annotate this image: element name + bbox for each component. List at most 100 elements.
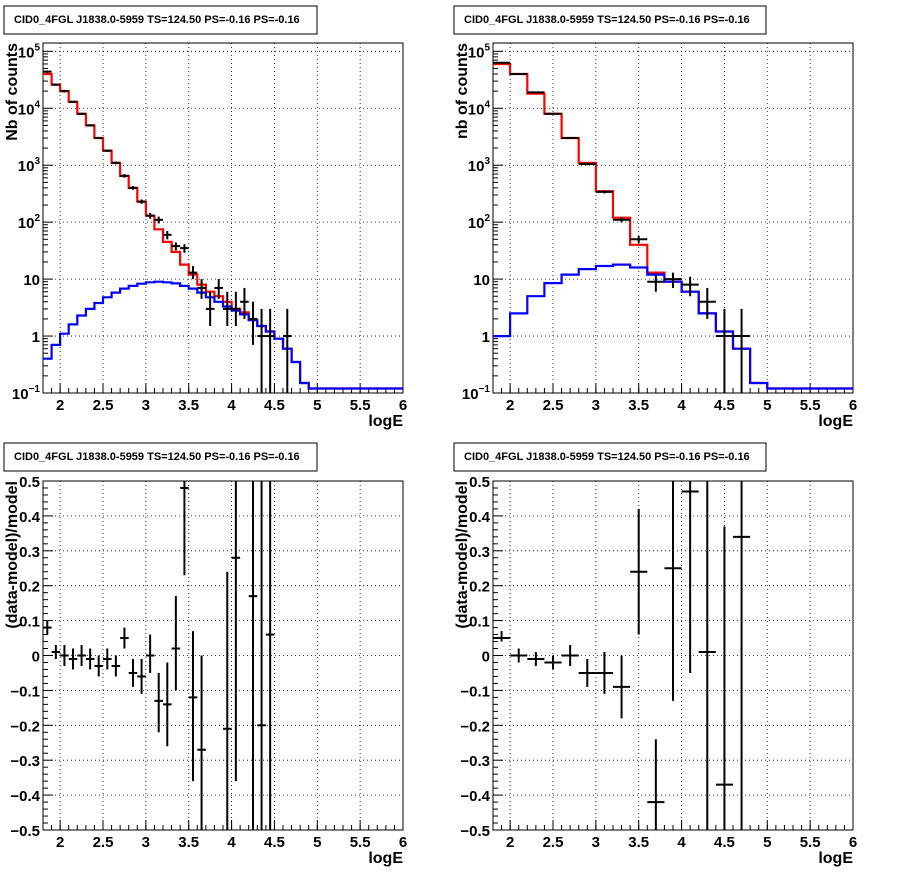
data-point (120, 174, 129, 178)
data-point (145, 634, 155, 673)
y-tick-label: −0.5 (10, 823, 40, 840)
data-point (85, 124, 95, 127)
x-tick-label: 6 (399, 834, 407, 851)
data-point (595, 652, 613, 694)
data-point (120, 627, 129, 649)
y-tick-label: 102 (468, 213, 491, 232)
data-point (681, 481, 699, 673)
chart-title: CID0_4FGL J1838.0-5959 TS=124.50 PS=-0.1… (464, 451, 750, 463)
data-point (613, 217, 631, 223)
chart-panel-2: CID0_4FGL J1838.0-5959 TS=124.50 PS=-0.1… (453, 5, 857, 430)
y-tick-label: −0.2 (10, 718, 40, 735)
x-tick-label: 4.5 (714, 397, 735, 414)
y-tick-label: 0.2 (19, 579, 40, 596)
data-point (77, 645, 86, 666)
data-point (698, 481, 716, 830)
chart-panel-1: CID0_4FGL J1838.0-5959 TS=124.50 PS=-0.1… (3, 5, 407, 430)
x-tick-label: 3 (592, 834, 600, 851)
chart-title: CID0_4FGL J1838.0-5959 TS=124.50 PS=-0.1… (14, 451, 300, 463)
chart-title: CID0_4FGL J1838.0-5959 TS=124.50 PS=-0.1… (14, 14, 300, 26)
data-point (493, 631, 511, 642)
x-tick-label: 2 (56, 834, 64, 851)
data-point (111, 161, 121, 165)
data-point (715, 308, 733, 393)
y-axis-label: nb of counts (454, 43, 471, 139)
y-tick-label: 10 (23, 272, 40, 289)
y-tick-label: 0 (482, 649, 490, 666)
y-tick-label: 1 (32, 329, 40, 346)
x-tick-label: 4 (677, 397, 686, 414)
x-tick-label: 3 (592, 397, 600, 414)
data-point (197, 655, 206, 830)
y-tick-label: 104 (18, 99, 41, 118)
y-tick-label: 0.4 (19, 509, 41, 526)
data-point (154, 216, 163, 224)
data-point (103, 149, 112, 152)
chart-panel-3: CID0_4FGL J1838.0-5959 TS=124.50 PS=-0.1… (3, 442, 407, 867)
y-tick-label: 0.5 (19, 474, 40, 491)
x-tick-label: 2 (56, 397, 64, 414)
x-tick-label: 6 (399, 397, 407, 414)
data-point (197, 279, 206, 299)
y-tick-label: 10−1 (12, 384, 41, 403)
x-tick-label: 3 (142, 834, 150, 851)
y-tick-label: −0.3 (460, 753, 490, 770)
data-point (43, 620, 52, 635)
data-point (111, 655, 121, 677)
data-point (223, 291, 232, 327)
x-tick-label: 5.5 (350, 834, 371, 851)
data-point (223, 571, 232, 830)
data-point (137, 199, 146, 204)
data-point (715, 526, 733, 830)
data-point (68, 648, 78, 670)
y-tick-label: 0.3 (469, 544, 490, 561)
x-tick-label: 5 (313, 834, 321, 851)
data-point (43, 70, 52, 73)
y-tick-label: 0.2 (469, 579, 490, 596)
x-tick-label: 2.5 (93, 834, 114, 851)
x-tick-label: 6 (849, 397, 857, 414)
data-point (527, 652, 545, 666)
x-tick-label: 4 (677, 834, 686, 851)
data-point (60, 645, 69, 666)
y-tick-label: 105 (18, 42, 41, 61)
data-point (248, 301, 258, 345)
data-point (681, 276, 699, 297)
y-axis-label: (data-model)/model (454, 481, 471, 629)
y-tick-label: 0.1 (19, 614, 40, 631)
data-point (94, 137, 103, 140)
x-tick-label: 2.5 (543, 834, 564, 851)
y-tick-label: −0.5 (460, 823, 490, 840)
plot-frame (42, 42, 404, 394)
y-tick-label: 102 (18, 213, 41, 232)
x-tick-label: 4.5 (714, 834, 735, 851)
y-tick-label: −0.1 (10, 683, 40, 700)
y-tick-label: 0.3 (19, 544, 40, 561)
data-point (265, 308, 275, 393)
chart-title-box (3, 442, 318, 472)
y-tick-label: 10 (473, 272, 490, 289)
data-point (180, 481, 189, 576)
x-tick-label: 5 (763, 834, 771, 851)
y-tick-label: 0.1 (469, 614, 490, 631)
data-point (77, 112, 86, 115)
chart-title-box (453, 5, 767, 35)
data-point (510, 648, 528, 663)
data-point (265, 481, 275, 830)
x-tick-label: 4 (227, 397, 236, 414)
y-tick-label: 1 (482, 329, 490, 346)
y-tick-label: 0.4 (469, 509, 491, 526)
y-tick-label: 103 (468, 156, 491, 175)
x-axis-label: logE (368, 850, 403, 867)
data-point (128, 186, 138, 190)
plot-frame (492, 42, 854, 394)
data-point (561, 645, 579, 666)
x-tick-label: 4.5 (264, 834, 285, 851)
y-tick-label: −0.4 (10, 788, 40, 805)
data-point (231, 481, 241, 782)
x-tick-label: 5 (763, 397, 771, 414)
data-point (188, 265, 198, 280)
data-point (283, 308, 292, 393)
y-tick-label: −0.2 (460, 718, 490, 735)
data-point (733, 308, 751, 393)
